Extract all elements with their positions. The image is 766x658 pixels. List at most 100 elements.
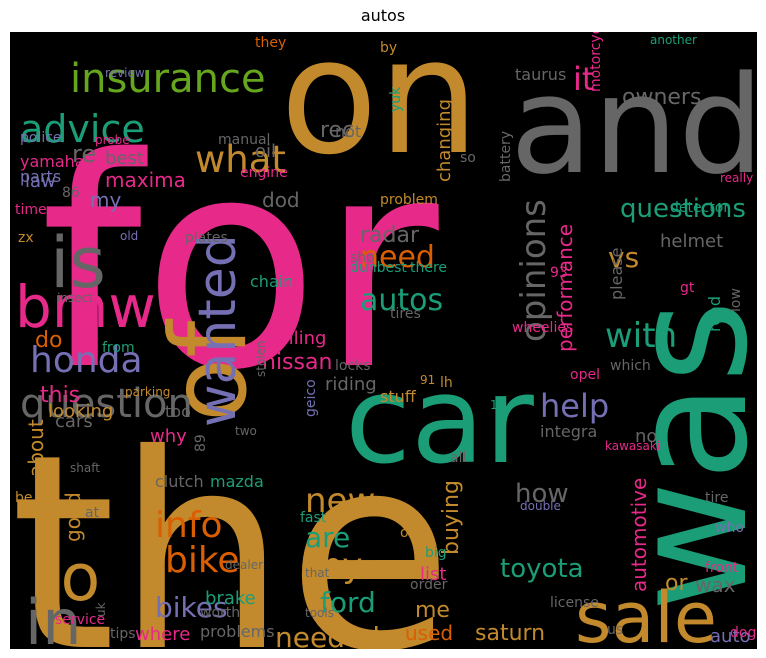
cloud-word-in: in [25,586,82,649]
cloud-word-they: they [255,35,286,51]
cloud-word-chain: chain [250,272,293,291]
cloud-word-engine: engine [240,165,288,181]
cloud-word-problem: problem [380,192,438,208]
cloud-word-shaft: shaft [70,461,100,475]
cloud-word-tire: tire [705,490,728,506]
cloud-word-changing: changing [434,99,455,182]
chart-title: autos [360,6,406,25]
cloud-word-my: my [90,188,121,212]
cloud-word-brake: brake [205,588,256,609]
cloud-word-89: 89 [193,434,209,452]
cloud-word-old: old [120,229,138,243]
cloud-word-off: off [400,525,419,541]
cloud-word-dogs: dogs [730,625,757,641]
cloud-word-question: question [20,381,193,427]
cloud-word-need: need [360,240,435,275]
cloud-word-and: and [510,47,757,204]
cloud-word-sho: sho [350,250,375,266]
cloud-word-read: read [705,296,724,332]
cloud-word-battery: battery [498,131,514,182]
cloud-word-bike: bike [165,540,240,581]
cloud-word-re: re [72,140,96,168]
cloud-word-ford: ford [320,586,376,619]
cloud-word-radar: radar [360,223,420,248]
cloud-word-it: it [573,60,594,98]
cloud-word-gt: gt [680,280,695,296]
cloud-word-tires: tires [390,306,421,322]
cloud-word-wheelies: wheelies [512,320,573,336]
cloud-word-law: law [25,171,56,192]
cloud-word-to: to [35,541,100,616]
cloud-word-buying: buying [439,480,464,555]
cloud-word-clutch: clutch [155,472,204,491]
cloud-word-performance: performance [553,224,577,352]
cloud-word-taurus: taurus [515,65,566,84]
cloud-word-needed: needed [275,621,380,649]
cloud-word-time: time [15,202,47,218]
cloud-word-cars: cars [55,411,93,432]
cloud-word-no: no [635,426,657,447]
cloud-word-please: please [607,248,626,300]
cloud-word-opel: opel [570,367,600,383]
cloud-word-bmw: bmw [15,273,156,341]
cloud-word-yuk: yuk [388,86,404,112]
cloud-word-oil: oil [255,141,276,162]
cloud-word-helmet: helmet [660,231,723,252]
cloud-word-of: of [148,319,270,422]
cloud-word-probe: probe [95,133,130,147]
cloud-word-riding: riding [325,374,377,395]
cloud-word-auto: auto [710,626,751,647]
cloud-word-is: is [50,222,106,304]
cloud-word-car: car [345,352,535,491]
cloud-word-vw: vw [735,151,752,165]
cloud-word-the: the [10,396,453,649]
cloud-word-about: about [24,419,48,477]
cloud-word-86: 86 [62,185,80,201]
cloud-word-geico: geico [303,379,319,417]
word-cloud: for the on and car was of is to in sale bmw wanted in… [10,32,757,649]
cloud-word-us: us [607,622,623,638]
cloud-word-double: double [520,499,561,513]
cloud-word-front: front [705,560,739,576]
cloud-word-new: new [305,481,375,521]
cloud-word-parts: parts [20,167,61,186]
cloud-word-not: not [335,122,361,141]
cloud-word-vs: vs [608,241,639,274]
cloud-word-kawasaki: kawasaki [605,439,660,453]
cloud-word-police: police [20,130,62,146]
cloud-word-insect: insect [57,291,93,305]
cloud-word-mailing: mailing [260,328,326,349]
cloud-word-yamaha: yamaha [20,152,85,171]
cloud-word-help: help [540,387,609,425]
cloud-word-another: another [650,33,697,47]
cloud-word-low: low [728,288,744,312]
cloud-word-motorcycle: motorcycle [588,32,604,92]
cloud-word-bikes: bikes [155,591,228,624]
cloud-word-opinions: opinions [514,199,554,342]
cloud-word-rec: rec [320,118,354,143]
cloud-word-nissan: nissan [262,350,332,375]
cloud-word-at: at [85,505,100,521]
cloud-word-problems: problems [200,622,275,641]
cloud-word-lh: lh [440,375,453,391]
cloud-word-or: or [665,571,688,596]
cloud-word-so: so [460,150,476,166]
cloud-word-advice: advice [20,107,145,151]
cloud-word-who: who [715,520,744,536]
cloud-word-me: me [415,598,450,623]
cloud-word-big: big [425,545,447,561]
cloud-word-are: are [305,521,350,554]
cloud-word-automotive: automotive [627,478,651,592]
cloud-word-service: service [55,612,105,628]
cloud-word-plates: plates [185,230,228,246]
cloud-word-any: any [300,546,363,586]
cloud-word-really: really [720,171,753,185]
cloud-word-worth: worth [200,605,240,621]
cloud-word-mazda: mazda [210,472,264,491]
cloud-word-dunbest: dunbest [350,260,407,276]
cloud-word-detector: detector [670,200,729,216]
cloud-word-sale: sale [575,577,717,649]
cloud-word-order: order [410,577,448,593]
cloud-word-good: good [61,492,85,542]
cloud-word-how: how [515,479,569,509]
